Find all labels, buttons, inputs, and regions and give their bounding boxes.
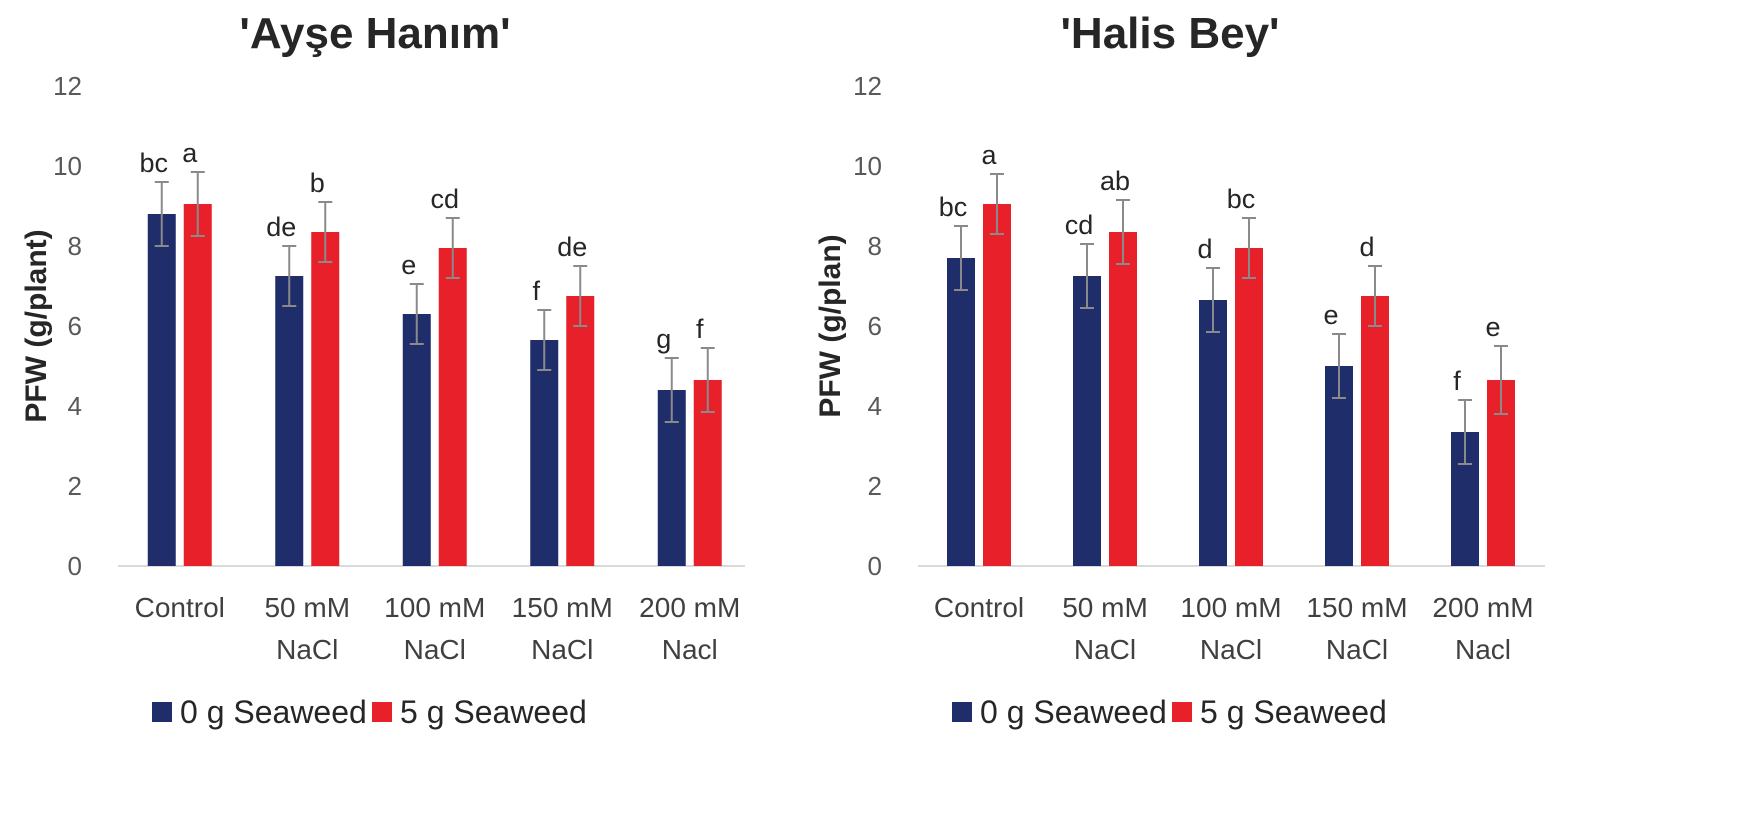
significance-label: d	[1197, 234, 1212, 264]
significance-label: bc	[139, 148, 168, 178]
x-tick-label: Control	[135, 592, 225, 623]
y-tick-label: 12	[53, 71, 82, 101]
significance-label: bc	[1227, 184, 1256, 214]
bar	[1361, 296, 1389, 566]
y-tick-label: 2	[68, 471, 82, 501]
significance-label: e	[401, 250, 416, 280]
significance-label: g	[656, 324, 671, 354]
x-tick-label: 50 mM	[264, 592, 350, 623]
significance-label: de	[557, 232, 587, 262]
bar	[947, 258, 975, 566]
legend: 0 g Seaweed 5 g Seaweed	[952, 694, 1387, 730]
significance-label: cd	[430, 184, 459, 214]
legend-swatch	[1172, 702, 1192, 722]
legend: 0 g Seaweed 5 g Seaweed	[152, 694, 587, 730]
legend-label: 0 g Seaweed	[180, 694, 367, 730]
significance-label: a	[182, 138, 198, 168]
bar	[530, 340, 559, 566]
significance-label: f	[532, 276, 540, 306]
significance-label: f	[1453, 366, 1461, 396]
bar	[438, 248, 467, 566]
legend-swatch	[372, 702, 392, 722]
significance-label: ab	[1100, 166, 1130, 196]
significance-label: e	[1485, 312, 1500, 342]
y-tick-label: 12	[853, 71, 882, 101]
y-axis-label: PFW (g/plant)	[20, 229, 53, 422]
bar	[275, 276, 304, 566]
significance-label: f	[696, 314, 704, 344]
bar	[183, 204, 212, 566]
x-tick-label: NaCl	[1326, 634, 1388, 665]
x-tick-label: 100 mM	[384, 592, 485, 623]
x-tick-label: 200 mM	[639, 592, 740, 623]
bar	[1199, 300, 1227, 566]
x-tick-label: NaCl	[404, 634, 466, 665]
bar	[983, 204, 1011, 566]
bar	[1235, 248, 1263, 566]
significance-label: d	[1359, 232, 1374, 262]
x-tick-label: 150 mM	[1306, 592, 1407, 623]
significance-label: a	[981, 140, 997, 170]
y-tick-label: 10	[53, 151, 82, 181]
bar	[1073, 276, 1101, 566]
y-tick-label: 2	[868, 471, 882, 501]
significance-label: bc	[939, 192, 968, 222]
y-tick-label: 6	[68, 311, 82, 341]
significance-label: cd	[1065, 210, 1094, 240]
y-tick-label: 0	[68, 551, 82, 581]
bar	[147, 214, 176, 566]
bar	[566, 296, 595, 566]
x-tick-label: 50 mM	[1062, 592, 1148, 623]
x-tick-label: 150 mM	[512, 592, 613, 623]
y-tick-label: 0	[868, 551, 882, 581]
legend-label: 5 g Seaweed	[400, 694, 587, 730]
legend-swatch	[152, 702, 172, 722]
chart-title: 'Halis Bey'	[1060, 9, 1279, 58]
x-tick-label: NaCl	[1200, 634, 1262, 665]
y-axis-label: PFW (g/plan)	[814, 234, 847, 417]
legend-label: 0 g Seaweed	[980, 694, 1167, 730]
chart-title: 'Ayşe Hanım'	[239, 9, 510, 58]
x-tick-label: Control	[934, 592, 1024, 623]
y-tick-label: 4	[68, 391, 82, 421]
y-tick-label: 8	[868, 231, 882, 261]
x-tick-label: 100 mM	[1180, 592, 1281, 623]
x-tick-label: Nacl	[1455, 634, 1511, 665]
x-tick-label: NaCl	[531, 634, 593, 665]
legend-swatch	[952, 702, 972, 722]
chart-1: 'Ayşe Hanım' 0 2 4 6 8 10 12 PFW (g/plant) bc a Con…	[20, 9, 745, 730]
y-tick-label: 6	[868, 311, 882, 341]
legend-label: 5 g Seaweed	[1200, 694, 1387, 730]
bar	[1325, 366, 1353, 566]
y-tick-label: 4	[868, 391, 882, 421]
x-tick-label: NaCl	[1074, 634, 1136, 665]
y-tick-label: 10	[853, 151, 882, 181]
significance-label: de	[266, 212, 296, 242]
significance-label: b	[310, 168, 325, 198]
x-tick-label: NaCl	[276, 634, 338, 665]
x-tick-label: 200 mM	[1432, 592, 1533, 623]
bar	[1109, 232, 1137, 566]
y-tick-label: 8	[68, 231, 82, 261]
x-tick-label: Nacl	[662, 634, 718, 665]
bar	[402, 314, 431, 566]
bar	[311, 232, 340, 566]
significance-label: e	[1323, 300, 1338, 330]
